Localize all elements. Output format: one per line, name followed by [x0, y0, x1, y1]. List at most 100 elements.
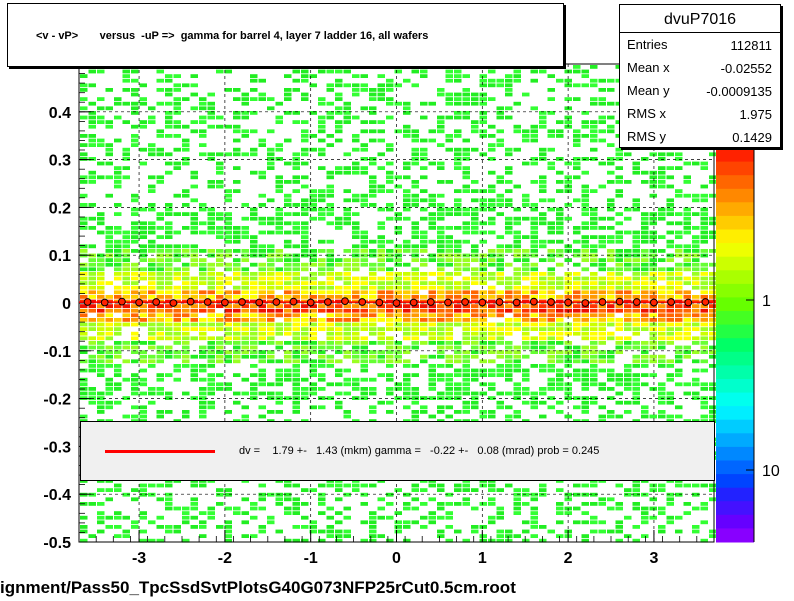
heat-cell [182, 189, 190, 193]
heat-cell [701, 221, 709, 225]
heat-cell [573, 198, 581, 202]
heat-cell [395, 281, 403, 285]
heat-cell [658, 208, 666, 212]
heat-cell [301, 392, 309, 396]
heat-cell [276, 313, 284, 317]
heat-cell [590, 189, 598, 193]
heat-cell [429, 336, 437, 340]
heat-cell [429, 497, 437, 501]
heat-cell [548, 530, 556, 534]
heat-cell [531, 341, 539, 345]
heat-cell [403, 373, 411, 377]
heat-cell [616, 267, 624, 271]
heat-cell [709, 263, 717, 267]
heat-cell [395, 102, 403, 106]
heat-cell [327, 336, 335, 340]
heat-cell [412, 148, 420, 152]
heat-cell [259, 415, 267, 419]
heat-cell [293, 309, 301, 313]
heat-cell [573, 231, 581, 235]
heat-cell [276, 392, 284, 396]
heat-cell [522, 488, 530, 492]
heat-cell [148, 175, 156, 179]
heat-cell [531, 401, 539, 405]
heat-cell [191, 336, 199, 340]
heat-cell [454, 102, 462, 106]
heat-cell [97, 295, 105, 299]
heat-cell [174, 258, 182, 262]
heat-cell [123, 313, 131, 317]
heat-cell [658, 392, 666, 396]
heat-cell [301, 355, 309, 359]
heat-cell [420, 410, 428, 414]
heat-cell [123, 318, 131, 322]
heat-cell [403, 166, 411, 170]
heat-cell [293, 226, 301, 230]
heat-cell [225, 277, 233, 281]
heat-cell [344, 323, 352, 327]
heat-cell [412, 309, 420, 313]
heat-cell [709, 304, 717, 308]
heat-cell [199, 208, 207, 212]
heat-cell [301, 175, 309, 179]
heat-cell [684, 484, 692, 488]
heat-cell [548, 396, 556, 400]
heat-cell [684, 290, 692, 294]
heat-cell [599, 286, 607, 290]
heat-cell [216, 488, 224, 492]
heat-cell [386, 148, 394, 152]
heat-cell [361, 369, 369, 373]
heat-cell [140, 378, 148, 382]
heat-cell [89, 157, 97, 161]
heat-cell [599, 79, 607, 83]
heat-cell [361, 290, 369, 294]
heat-cell [505, 79, 513, 83]
heat-cell [284, 341, 292, 345]
heat-cell [488, 286, 496, 290]
heat-cell [191, 378, 199, 382]
stats-divider [620, 32, 780, 33]
heat-cell [446, 525, 454, 529]
heat-cell [454, 369, 462, 373]
heat-cell [361, 520, 369, 524]
heat-cell [216, 327, 224, 331]
heat-cell [692, 281, 700, 285]
heat-cell [616, 341, 624, 345]
heat-cell [446, 313, 454, 317]
heat-cell [471, 198, 479, 202]
heat-cell [182, 520, 190, 524]
heat-cell [641, 221, 649, 225]
heat-cell [276, 116, 284, 120]
heat-cell [327, 277, 335, 281]
heat-cell [242, 286, 250, 290]
heat-cell [80, 143, 88, 147]
heat-cell [386, 171, 394, 175]
heat-cell [522, 313, 530, 317]
heat-cell [123, 396, 131, 400]
heat-cell [327, 382, 335, 386]
heat-cell [650, 212, 658, 216]
profile-point [599, 299, 606, 306]
heat-cell [89, 258, 97, 262]
profile-point [239, 299, 246, 306]
heat-cell [293, 157, 301, 161]
heat-cell [182, 313, 190, 317]
heat-cell [658, 171, 666, 175]
heat-cell [497, 143, 505, 147]
heat-cell [233, 290, 241, 294]
heat-cell [573, 134, 581, 138]
heat-cell [318, 309, 326, 313]
file-path-footer: ignment/Pass50_TpcSsdSvtPlotsG40G073NFP2… [0, 578, 516, 598]
heat-cell [463, 341, 471, 345]
heat-cell [318, 212, 326, 216]
heat-cell [675, 373, 683, 377]
heat-cell [106, 327, 114, 331]
heat-cell [97, 516, 105, 520]
heat-cell [233, 139, 241, 143]
heat-cell [573, 373, 581, 377]
heat-cell [454, 410, 462, 414]
heat-cell [582, 185, 590, 189]
heat-cell [624, 258, 632, 262]
heat-cell [463, 267, 471, 271]
heat-cell [301, 525, 309, 529]
